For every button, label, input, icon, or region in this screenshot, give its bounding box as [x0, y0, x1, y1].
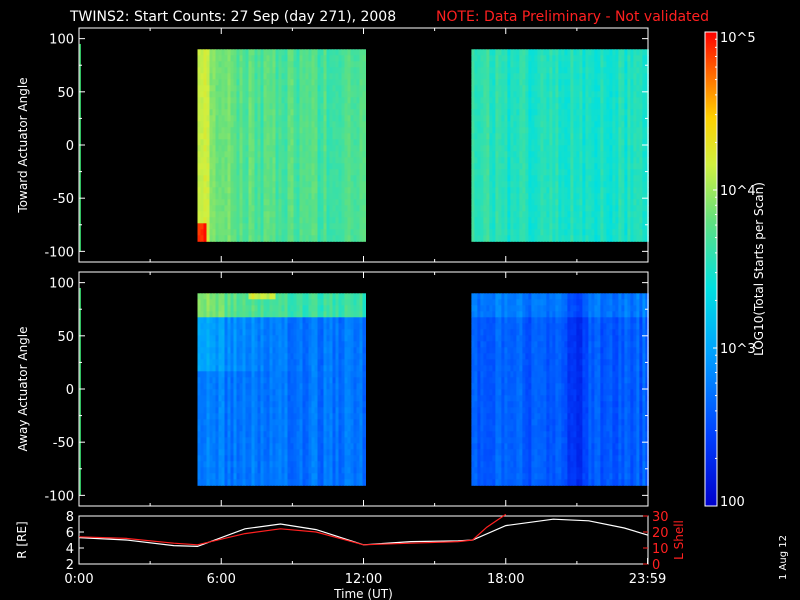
top-panel-ytick-label: 100	[49, 33, 74, 48]
colorbar-scale	[704, 31, 718, 507]
orbit-xtick-label: 12:00	[345, 572, 382, 587]
bottom-panel-ytick-label: 100	[49, 277, 74, 292]
bottom-panel-ytick-label: 0	[66, 383, 74, 398]
orbit-xtick-label: 18:00	[487, 572, 524, 587]
bottom-panel-ytick-label: -50	[53, 436, 74, 451]
top-panel-data-block-0	[197, 49, 366, 242]
colorbar: 10^5 10^4 10^3 100 LOG10(Total Starts per Sc…	[704, 31, 766, 510]
orbit-left-tick-label: 6	[66, 526, 74, 541]
bottom-panel-data-block-1	[471, 293, 649, 486]
top-heatmap-panel: 100 50 0 -50 -100 Toward Actuator Angle	[16, 27, 649, 263]
date-stamp: 1 Aug 12	[778, 535, 789, 580]
orbit-R-line	[78, 518, 649, 548]
bottom-panel-ylabel: Away Actuator Angle	[16, 326, 30, 451]
orbit-right-tick-label: 30	[652, 510, 669, 525]
preliminary-note: NOTE: Data Preliminary - Not validated	[436, 9, 709, 25]
top-panel-edge-strip	[79, 43, 81, 252]
top-panel-ytick-label: -50	[53, 192, 74, 207]
chart-title: TWINS2: Start Counts: 27 Sep (day 271), …	[69, 9, 396, 25]
orbit-right-tick-label: 20	[652, 526, 669, 541]
bottom-heatmap-panel: 100 50 0 -50 -100 Away Actuator Angle	[16, 271, 649, 507]
orbit-right-label: L Shell	[672, 520, 686, 560]
top-panel-ytick-label: -100	[44, 245, 74, 260]
orbit-right-tick-label: 10	[652, 542, 669, 557]
bottom-panel-edge-strip	[79, 287, 81, 496]
orbit-xtick-label: 23:59	[629, 572, 666, 587]
orbit-frame	[78, 515, 649, 565]
orbit-left-tick-label: 8	[66, 510, 74, 525]
orbit-xtick-label: 0:00	[64, 572, 93, 587]
orbit-left-label: R [RE]	[15, 521, 29, 558]
orbit-left-tick-label: 2	[66, 558, 74, 573]
orbit-L-line	[78, 513, 507, 546]
top-panel-ytick-label: 50	[57, 86, 74, 101]
colorbar-tick-label: 10^3	[720, 342, 756, 357]
top-panel-ylabel: Toward Actuator Angle	[16, 77, 30, 213]
colorbar-tick-label: 10^5	[720, 31, 756, 46]
bottom-panel-ytick-label: -100	[44, 489, 74, 504]
orbit-xtick-label: 6:00	[207, 572, 236, 587]
bottom-panel-ytick-label: 50	[57, 330, 74, 345]
orbit-left-tick-label: 4	[66, 542, 74, 557]
colorbar-label: LOG10(Total Starts per Scan)	[752, 182, 766, 356]
colorbar-tick-label: 100	[720, 495, 745, 510]
top-panel-ytick-label: 0	[66, 139, 74, 154]
top-panel-data-block-1	[471, 49, 649, 242]
orbit-xlabel: Time (UT)	[333, 587, 393, 600]
orbit-right-tick-label: 0	[652, 558, 660, 573]
bottom-panel-data-block-0	[197, 293, 366, 486]
colorbar-tick-label: 10^4	[720, 184, 756, 199]
